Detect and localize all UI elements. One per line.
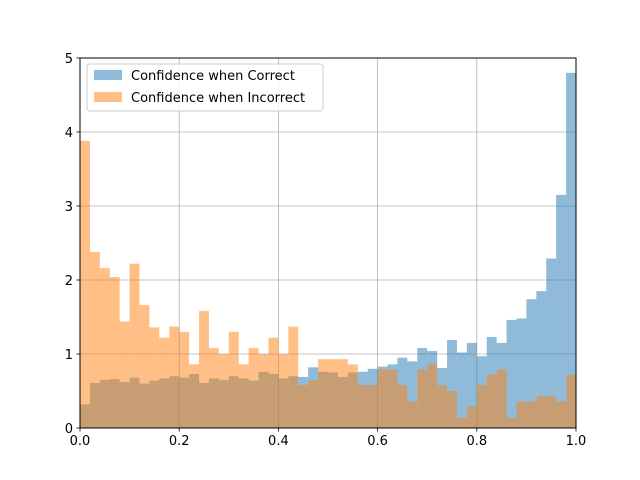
x-tick-label: 0.4 bbox=[268, 434, 289, 449]
histogram-bar bbox=[387, 369, 398, 428]
histogram-bar bbox=[456, 352, 467, 428]
histogram-bar bbox=[189, 364, 200, 428]
histogram-bar bbox=[447, 391, 457, 428]
histogram-bar bbox=[109, 277, 120, 428]
histogram-bar bbox=[119, 321, 130, 428]
histogram-bar bbox=[318, 359, 328, 428]
y-tick-label: 3 bbox=[65, 200, 73, 215]
histogram-bar bbox=[546, 258, 557, 428]
histogram-bar bbox=[556, 401, 567, 428]
legend: Confidence when Correct Confidence when I… bbox=[86, 63, 324, 112]
x-tick-label: 1.0 bbox=[566, 434, 587, 449]
histogram-bar bbox=[447, 339, 457, 428]
histogram-bar bbox=[536, 396, 547, 428]
x-tick-label: 0.8 bbox=[466, 434, 487, 449]
histogram-bar bbox=[80, 140, 90, 428]
histogram-bar bbox=[278, 354, 289, 428]
histogram-bar bbox=[526, 299, 537, 428]
x-tick-label: 0.6 bbox=[367, 434, 388, 449]
histogram-bar bbox=[268, 337, 279, 428]
histogram-bar bbox=[566, 72, 576, 429]
histogram-bar bbox=[298, 385, 309, 428]
histogram-bar bbox=[367, 385, 378, 428]
histogram-bar bbox=[546, 396, 557, 428]
legend-frame bbox=[86, 63, 324, 112]
histogram-bar bbox=[99, 268, 110, 428]
histogram-bar bbox=[218, 354, 229, 428]
histogram-bar bbox=[337, 359, 348, 428]
legend-swatch bbox=[94, 92, 122, 102]
histogram-bar bbox=[169, 326, 180, 428]
legend-label: Confidence when Incorrect bbox=[131, 91, 305, 106]
x-axis-ticks: 0.0 0.2 0.4 0.6 0.8 1.0 bbox=[70, 428, 587, 449]
histogram-bar bbox=[89, 251, 100, 428]
histogram-bar bbox=[347, 364, 358, 428]
histogram-bar bbox=[476, 385, 487, 428]
x-tick-label: 0.0 bbox=[70, 434, 91, 449]
y-axis-ticks: 0 1 2 3 4 5 bbox=[65, 52, 80, 437]
histogram-bar bbox=[228, 331, 239, 428]
histogram-bar bbox=[149, 327, 160, 428]
histogram-bar bbox=[496, 369, 507, 428]
histogram-bar bbox=[486, 374, 497, 428]
series-incorrect bbox=[80, 140, 576, 428]
histogram-bar bbox=[427, 364, 438, 428]
y-tick-label: 2 bbox=[65, 274, 73, 289]
histogram-bar bbox=[357, 385, 368, 428]
histogram-bar bbox=[179, 331, 190, 428]
histogram-bar bbox=[516, 318, 527, 428]
histogram-bar bbox=[129, 263, 140, 428]
histogram-bar bbox=[407, 361, 418, 428]
axes-frame bbox=[79, 57, 577, 429]
histogram-bar bbox=[208, 348, 219, 428]
histogram-bar bbox=[466, 406, 477, 428]
histogram-bar bbox=[536, 291, 547, 428]
histogram-bar bbox=[506, 417, 517, 428]
histogram-bar bbox=[417, 369, 428, 428]
histogram-bar bbox=[526, 401, 537, 428]
histogram-bar bbox=[139, 305, 150, 428]
histogram-bar bbox=[328, 359, 338, 428]
legend-label: Confidence when Correct bbox=[131, 69, 295, 84]
legend-swatch bbox=[94, 70, 122, 80]
histogram-bar bbox=[397, 385, 408, 428]
histogram-bar bbox=[377, 369, 388, 428]
histogram-bar bbox=[456, 417, 467, 428]
histogram-bars bbox=[80, 72, 576, 429]
histogram-bar bbox=[566, 374, 576, 428]
histogram-bar bbox=[407, 401, 418, 428]
histogram-bar bbox=[199, 311, 209, 428]
y-tick-label: 0 bbox=[65, 422, 73, 437]
histogram-bar bbox=[238, 364, 249, 428]
histogram-bar bbox=[556, 194, 567, 428]
x-tick-label: 0.2 bbox=[169, 434, 190, 449]
histogram-bar bbox=[516, 401, 527, 428]
y-tick-label: 5 bbox=[65, 52, 73, 67]
histogram-bar bbox=[258, 354, 269, 428]
y-tick-label: 4 bbox=[65, 126, 73, 141]
histogram-bar bbox=[308, 379, 319, 428]
histogram-bar bbox=[437, 385, 448, 428]
histogram-bar bbox=[288, 326, 299, 428]
histogram-bar bbox=[466, 342, 477, 428]
histogram-bar bbox=[506, 319, 517, 428]
y-tick-label: 1 bbox=[65, 348, 73, 363]
histogram-bar bbox=[248, 348, 259, 428]
histogram-bar bbox=[159, 337, 170, 428]
